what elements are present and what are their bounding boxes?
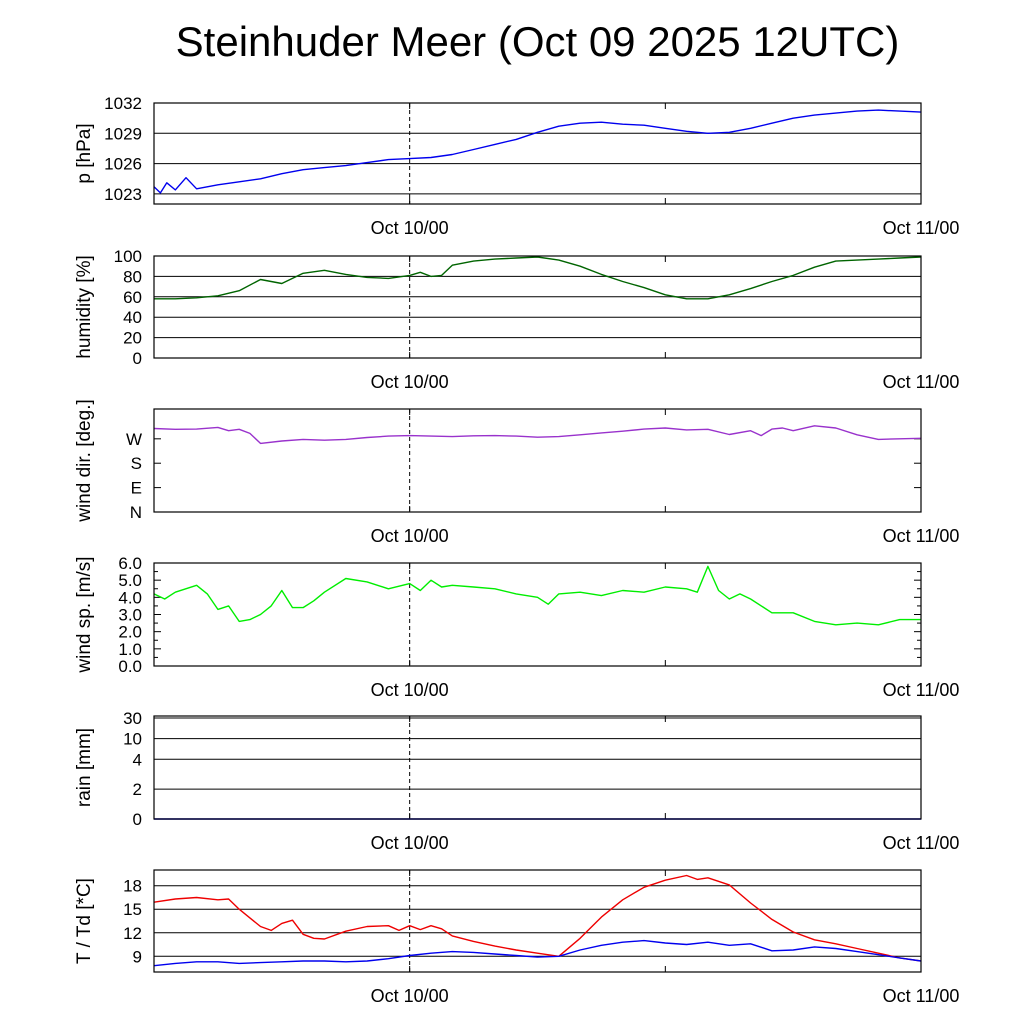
- y-axis-label: T / Td [*C]: [74, 878, 95, 964]
- y-axis-label: p [hPa]: [74, 123, 95, 183]
- x-tick-label: Oct 11/00: [883, 986, 960, 1006]
- y-tick-label: W: [126, 430, 142, 449]
- x-tick-label: Oct 10/00: [371, 218, 449, 238]
- y-tick-label: 0.0: [118, 657, 142, 676]
- x-tick-label: Oct 10/00: [371, 372, 449, 392]
- y-tick-label: 2.0: [118, 623, 142, 642]
- y-axis-label: wind dir. [deg.]: [74, 399, 95, 523]
- y-tick-label: 4: [133, 750, 142, 769]
- y-tick-label: 30: [123, 709, 142, 728]
- y-tick-label: 1.0: [118, 640, 142, 659]
- x-tick-label: Oct 10/00: [371, 680, 449, 700]
- y-tick-label: 10: [123, 730, 142, 749]
- y-tick-label: 4.0: [118, 588, 142, 607]
- y-axis-label: humidity [%]: [74, 255, 95, 358]
- y-tick-label: 3.0: [118, 606, 142, 625]
- y-tick-label: 2: [133, 780, 142, 799]
- plot-frame: [153, 408, 922, 513]
- y-tick-label: 12: [123, 924, 142, 943]
- y-tick-label: 1023: [104, 185, 142, 204]
- y-tick-label: 5.0: [118, 571, 142, 590]
- y-tick-label: 0: [133, 810, 142, 829]
- y-tick-label: 1032: [104, 94, 142, 113]
- series-line: [153, 425, 922, 445]
- series-line: [153, 565, 921, 626]
- series-line: [153, 874, 922, 962]
- x-tick-label: Oct 11/00: [883, 372, 960, 392]
- y-tick-label: 0: [133, 349, 142, 368]
- x-tick-label: Oct 10/00: [371, 986, 449, 1006]
- y-tick-label: 15: [123, 900, 142, 919]
- y-tick-label: 60: [123, 288, 142, 307]
- y-axis-label: wind sp. [m/s]: [74, 556, 95, 673]
- x-tick-label: Oct 11/00: [883, 526, 960, 546]
- plot-frame: [153, 562, 922, 667]
- y-tick-label: 9: [133, 947, 142, 966]
- chart-title: Steinhuder Meer (Oct 09 2025 12UTC): [175, 18, 900, 65]
- y-tick-label: E: [131, 479, 142, 498]
- series-line: [153, 939, 922, 967]
- y-tick-label: 100: [114, 247, 142, 266]
- y-tick-label: 80: [123, 267, 142, 286]
- y-axis-label: rain [mm]: [74, 728, 95, 807]
- y-tick-label: S: [131, 454, 142, 473]
- y-tick-label: N: [130, 503, 142, 522]
- y-tick-label: 1029: [104, 124, 142, 143]
- x-tick-label: Oct 11/00: [883, 833, 960, 853]
- plot-frame: [153, 715, 922, 820]
- y-tick-label: 6.0: [118, 554, 142, 573]
- x-tick-label: Oct 11/00: [883, 680, 960, 700]
- x-tick-label: Oct 10/00: [371, 526, 449, 546]
- plot-frame: [153, 869, 922, 973]
- x-tick-label: Oct 11/00: [883, 218, 960, 238]
- y-tick-label: 18: [123, 877, 142, 896]
- plot-frame: [153, 102, 922, 205]
- y-tick-label: 20: [123, 329, 142, 348]
- y-tick-label: 1026: [104, 155, 142, 174]
- series-line: [154, 256, 922, 300]
- series-line: [153, 109, 922, 194]
- plot-frame: [153, 255, 922, 359]
- y-tick-label: 40: [123, 308, 142, 327]
- x-tick-label: Oct 10/00: [371, 833, 449, 853]
